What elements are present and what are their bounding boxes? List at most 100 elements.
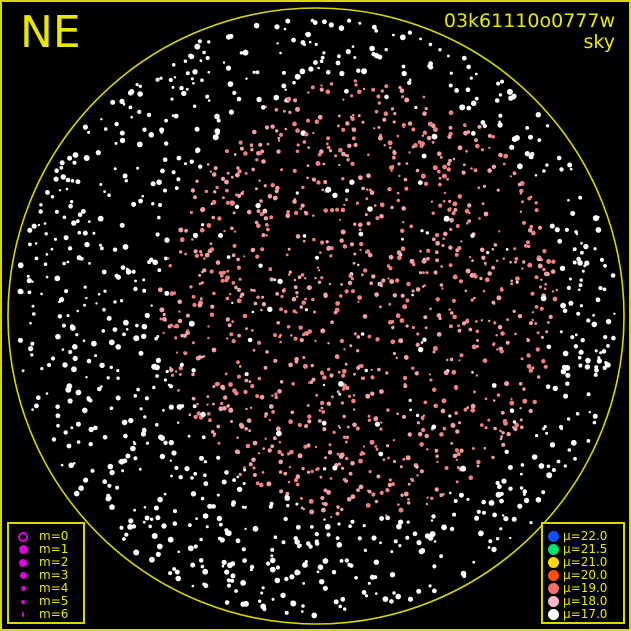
star-mark xyxy=(450,422,456,428)
star-mark xyxy=(202,568,209,575)
star-mark xyxy=(427,64,432,69)
star-mark xyxy=(290,334,293,337)
star-mark xyxy=(358,458,363,464)
star-mark xyxy=(526,338,530,343)
star-mark xyxy=(277,389,282,394)
star-mark xyxy=(461,170,466,175)
star-mark xyxy=(281,540,286,545)
star-mark xyxy=(296,570,301,575)
star-mark xyxy=(491,300,496,305)
star-mark xyxy=(268,267,273,272)
magnitude-symbol-icon xyxy=(18,532,28,542)
star-mark xyxy=(238,472,242,477)
star-mark xyxy=(416,332,420,336)
star-mark xyxy=(212,402,215,406)
star-mark xyxy=(328,282,332,286)
star-mark xyxy=(261,471,265,474)
star-mark xyxy=(392,120,396,124)
star-mark xyxy=(241,547,246,552)
star-mark xyxy=(528,408,533,414)
star-mark xyxy=(176,177,181,182)
star-mark xyxy=(247,337,253,343)
star-mark xyxy=(252,466,256,470)
star-mark xyxy=(463,123,467,127)
star-mark xyxy=(128,105,133,110)
star-mark xyxy=(171,85,175,89)
star-mark xyxy=(90,468,95,473)
star-mark xyxy=(461,321,467,326)
star-mark xyxy=(545,124,550,128)
star-mark xyxy=(274,24,280,30)
star-mark xyxy=(119,222,125,228)
star-mark xyxy=(322,51,326,55)
star-mark xyxy=(266,481,272,487)
star-mark xyxy=(259,212,264,217)
star-mark xyxy=(163,188,167,193)
star-mark xyxy=(345,188,350,193)
star-mark xyxy=(151,533,158,539)
star-mark xyxy=(204,189,209,194)
star-mark xyxy=(144,312,150,319)
star-mark xyxy=(274,395,279,400)
star-mark xyxy=(542,427,546,431)
star-mark xyxy=(392,150,397,155)
star-mark xyxy=(252,473,257,477)
star-mark xyxy=(549,442,556,448)
star-mark xyxy=(531,311,535,314)
magnitude-legend-item: m=1 xyxy=(9,543,83,556)
star-mark xyxy=(221,559,227,566)
star-mark xyxy=(335,301,340,306)
star-mark xyxy=(531,366,535,370)
star-mark xyxy=(213,432,217,436)
star-mark xyxy=(43,222,47,225)
star-mark xyxy=(261,233,266,238)
star-mark xyxy=(426,448,429,451)
star-mark xyxy=(499,429,502,433)
star-mark xyxy=(277,278,283,285)
star-mark xyxy=(367,414,371,418)
star-mark xyxy=(70,426,74,430)
star-mark xyxy=(27,227,33,233)
star-mark xyxy=(436,313,442,318)
star-mark xyxy=(603,264,607,268)
star-mark xyxy=(602,287,607,292)
star-mark xyxy=(480,148,484,152)
brightness-legend-item: μ=21.0 xyxy=(543,556,623,569)
star-mark xyxy=(396,412,400,416)
star-mark xyxy=(515,280,519,284)
star-mark xyxy=(317,419,322,423)
star-mark xyxy=(200,564,205,569)
star-mark xyxy=(258,263,263,268)
star-mark xyxy=(302,332,306,337)
star-mark xyxy=(203,481,209,487)
star-mark xyxy=(358,231,364,237)
star-mark xyxy=(439,554,443,559)
star-mark xyxy=(531,230,536,236)
star-mark xyxy=(455,429,460,434)
star-mark xyxy=(471,259,474,262)
star-mark xyxy=(535,112,541,118)
star-mark xyxy=(367,334,372,339)
star-mark xyxy=(191,341,195,345)
star-mark xyxy=(371,274,376,279)
star-mark xyxy=(255,254,260,259)
star-mark xyxy=(205,525,209,529)
star-mark xyxy=(326,532,331,537)
star-mark xyxy=(143,506,147,509)
star-mark xyxy=(576,311,581,316)
star-mark xyxy=(223,229,226,233)
star-mark xyxy=(330,515,333,519)
star-mark xyxy=(480,319,484,322)
star-mark xyxy=(407,497,410,501)
star-mark xyxy=(534,322,538,325)
star-mark xyxy=(551,468,556,472)
star-mark xyxy=(67,246,73,251)
star-mark xyxy=(238,365,242,368)
star-mark xyxy=(304,308,308,312)
star-mark xyxy=(335,511,340,516)
star-mark xyxy=(179,373,182,376)
star-mark xyxy=(133,549,140,556)
star-mark xyxy=(413,463,419,468)
star-mark xyxy=(420,229,424,233)
star-mark xyxy=(451,211,456,216)
